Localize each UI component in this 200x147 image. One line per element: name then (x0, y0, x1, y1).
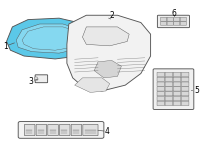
FancyBboxPatch shape (157, 92, 165, 96)
FancyBboxPatch shape (180, 17, 186, 21)
FancyBboxPatch shape (96, 20, 114, 29)
Text: 4: 4 (104, 127, 109, 136)
FancyBboxPatch shape (157, 82, 165, 86)
FancyBboxPatch shape (93, 18, 117, 31)
FancyBboxPatch shape (167, 21, 173, 25)
FancyBboxPatch shape (181, 101, 189, 106)
FancyBboxPatch shape (36, 124, 47, 136)
FancyBboxPatch shape (173, 77, 181, 81)
FancyBboxPatch shape (173, 92, 181, 96)
FancyBboxPatch shape (165, 96, 173, 101)
FancyBboxPatch shape (173, 101, 181, 106)
FancyBboxPatch shape (174, 17, 180, 21)
FancyBboxPatch shape (161, 17, 167, 21)
Polygon shape (94, 60, 121, 78)
FancyBboxPatch shape (24, 124, 35, 136)
FancyBboxPatch shape (165, 92, 173, 96)
FancyBboxPatch shape (181, 82, 189, 86)
FancyBboxPatch shape (161, 21, 167, 25)
FancyBboxPatch shape (71, 124, 82, 136)
FancyBboxPatch shape (157, 77, 165, 81)
Polygon shape (16, 24, 84, 53)
FancyBboxPatch shape (35, 75, 48, 83)
FancyBboxPatch shape (180, 21, 186, 25)
FancyBboxPatch shape (165, 101, 173, 106)
FancyBboxPatch shape (173, 96, 181, 101)
Polygon shape (75, 78, 110, 92)
Text: 3: 3 (28, 77, 33, 86)
FancyBboxPatch shape (48, 124, 58, 136)
FancyBboxPatch shape (157, 96, 165, 101)
FancyBboxPatch shape (157, 15, 190, 28)
FancyBboxPatch shape (165, 72, 173, 77)
FancyBboxPatch shape (181, 96, 189, 101)
FancyBboxPatch shape (167, 17, 173, 21)
FancyBboxPatch shape (181, 77, 189, 81)
FancyBboxPatch shape (153, 69, 194, 110)
FancyBboxPatch shape (173, 82, 181, 86)
FancyBboxPatch shape (181, 92, 189, 96)
FancyBboxPatch shape (157, 72, 165, 77)
Text: 5: 5 (194, 86, 199, 95)
FancyBboxPatch shape (165, 82, 173, 86)
FancyBboxPatch shape (181, 87, 189, 91)
FancyBboxPatch shape (18, 122, 104, 138)
Polygon shape (82, 27, 129, 46)
Text: 2: 2 (109, 11, 114, 20)
FancyBboxPatch shape (181, 72, 189, 77)
FancyBboxPatch shape (165, 87, 173, 91)
FancyBboxPatch shape (173, 72, 181, 77)
FancyBboxPatch shape (173, 87, 181, 91)
FancyBboxPatch shape (59, 124, 70, 136)
FancyBboxPatch shape (174, 21, 180, 25)
Text: 6: 6 (172, 9, 176, 18)
Polygon shape (7, 18, 92, 59)
Polygon shape (67, 15, 151, 91)
FancyBboxPatch shape (165, 77, 173, 81)
FancyBboxPatch shape (157, 101, 165, 106)
FancyBboxPatch shape (83, 124, 98, 136)
FancyBboxPatch shape (157, 87, 165, 91)
Text: 1: 1 (3, 42, 8, 51)
FancyBboxPatch shape (35, 77, 37, 81)
